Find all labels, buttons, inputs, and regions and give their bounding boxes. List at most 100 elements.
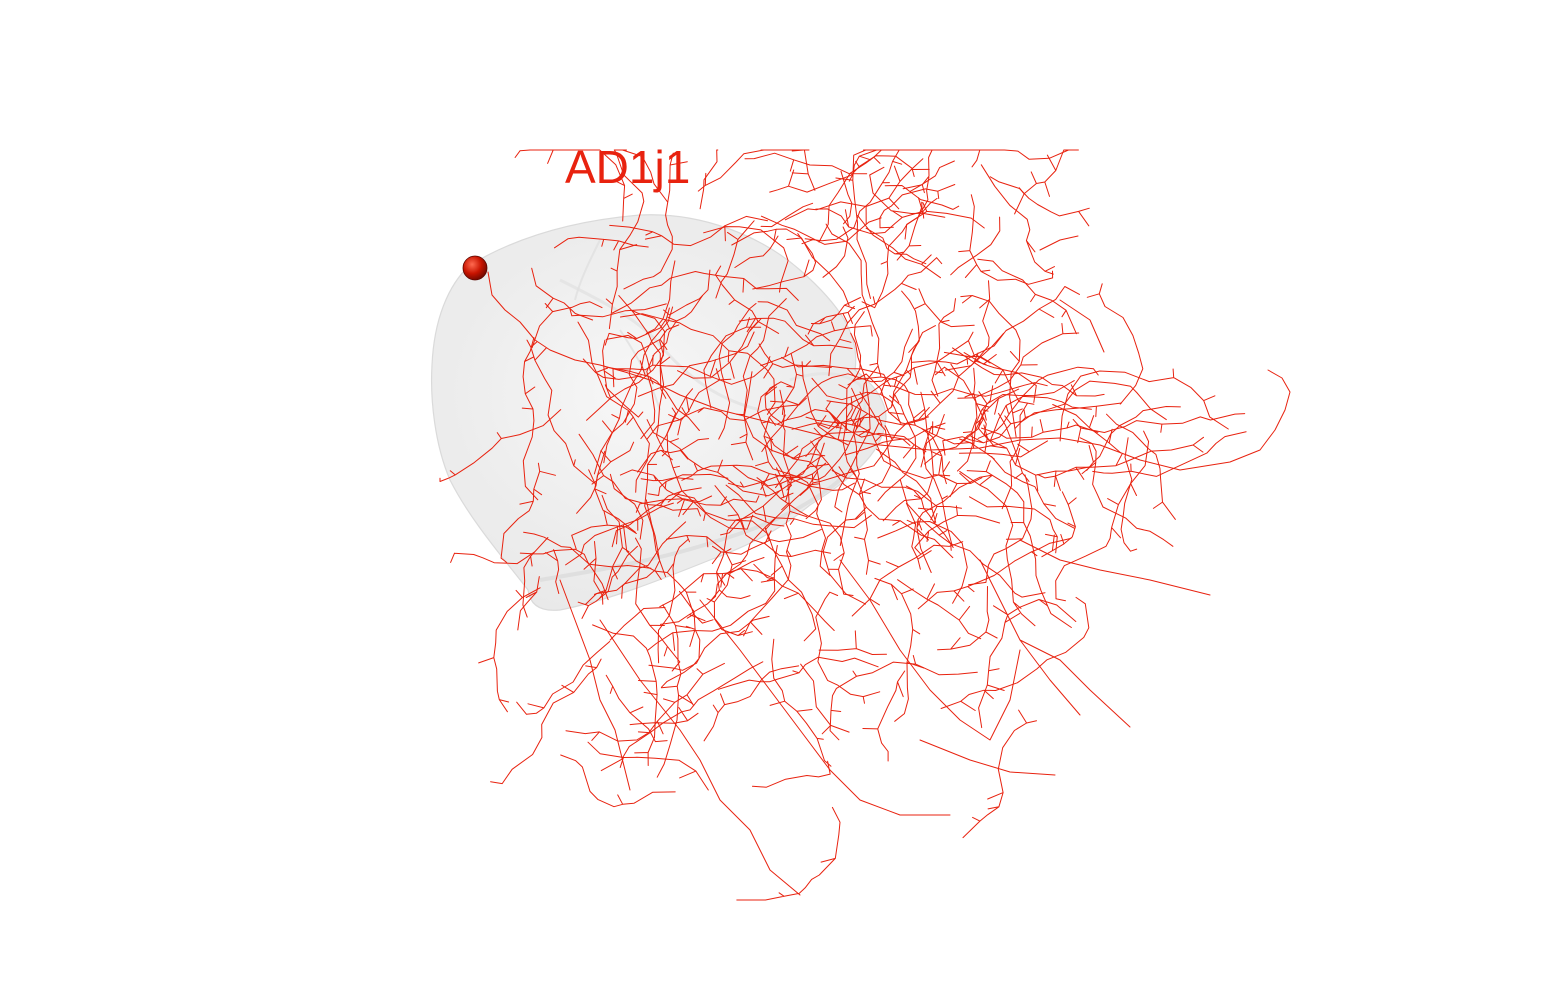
arbor-branch xyxy=(583,541,604,605)
arbor-branch xyxy=(560,754,676,808)
arbor-branch xyxy=(784,158,930,225)
arbor-branch xyxy=(526,339,595,483)
arbor-branch xyxy=(647,473,729,496)
arbor-branch xyxy=(989,176,1090,227)
arbor-branch xyxy=(980,164,1055,275)
arbor-branch xyxy=(609,607,666,641)
arbor-branch xyxy=(677,318,762,379)
arbor-branch xyxy=(834,332,871,513)
arbor-branch xyxy=(818,630,887,655)
arbor-branch xyxy=(1120,437,1138,552)
arbor-branch xyxy=(611,271,799,314)
arbor-branch xyxy=(582,358,642,380)
arbor-branch xyxy=(1092,431,1247,477)
arbor-branch xyxy=(605,334,651,373)
arbor-branch xyxy=(839,413,869,546)
arbor-branch xyxy=(756,439,820,498)
arbor-branch xyxy=(666,535,753,636)
arbor-branch xyxy=(450,551,536,565)
arbor-branch xyxy=(620,313,776,415)
arbor-branch xyxy=(950,216,1001,276)
arbor-branch xyxy=(931,298,956,397)
arbor-branch-long xyxy=(839,559,1021,741)
arbor-branch xyxy=(1072,413,1246,444)
arbor-branch-long xyxy=(699,599,951,816)
arbor-branch xyxy=(1041,491,1077,558)
arbor-branches xyxy=(439,149,1247,901)
arbor-branch xyxy=(914,505,1001,555)
arbor-branch xyxy=(991,456,1075,529)
arbor-branch xyxy=(963,352,1037,403)
arbor-branch xyxy=(943,351,1035,405)
arbor-branch xyxy=(697,149,793,192)
arbor-branch xyxy=(896,197,922,261)
arbor-branch xyxy=(835,149,892,299)
arbor-branch xyxy=(648,615,770,671)
arbor-branch xyxy=(640,477,694,482)
arbor-branch xyxy=(826,332,1005,426)
arbor-branch xyxy=(715,265,780,334)
arbor-branch xyxy=(647,545,778,651)
neuron-label: AD1j1 xyxy=(565,141,691,193)
arbor-branch xyxy=(769,155,915,193)
arbor-branch xyxy=(725,484,872,531)
arbor-branch xyxy=(587,741,709,791)
arbor-branch xyxy=(478,587,541,713)
arbor-branch xyxy=(731,228,850,306)
arbor-branch xyxy=(968,474,1033,586)
arbor-branch xyxy=(884,185,960,210)
arbor-branch xyxy=(714,485,832,557)
arbor-branch xyxy=(861,176,930,309)
arbor-branch xyxy=(660,590,701,688)
arbor-branch xyxy=(937,586,998,651)
arbor-branch xyxy=(644,407,677,577)
arbor-branch xyxy=(715,220,755,299)
arbor-branch xyxy=(611,487,702,548)
arbor-branch xyxy=(785,328,913,421)
arbor-branch-long xyxy=(919,739,1056,776)
arbor-branch xyxy=(586,309,665,421)
arbor-branch xyxy=(822,226,849,278)
arbor-branch xyxy=(554,236,649,251)
arbor-branch xyxy=(602,339,644,418)
arbor-branch xyxy=(635,495,713,513)
arbor-branch xyxy=(848,149,981,182)
primary-neurite xyxy=(487,271,1291,471)
arbor-branch xyxy=(743,371,826,459)
arbor-branch xyxy=(978,599,1077,729)
arbor-branch xyxy=(877,395,917,502)
arbor-branch xyxy=(758,343,832,379)
arbor-branch xyxy=(862,670,906,762)
arbor-branch xyxy=(998,412,1030,482)
arbor-branch-long xyxy=(979,559,1081,716)
arbor-branch xyxy=(605,366,700,431)
arbor-branch xyxy=(1014,149,1079,215)
arbor-branch xyxy=(730,298,787,461)
arbor-branch xyxy=(962,709,1037,839)
arbor-branch xyxy=(876,448,937,523)
arbor-branch xyxy=(914,288,975,328)
arbor-branch xyxy=(592,624,658,766)
arbor-branch xyxy=(905,502,932,570)
arbor-branch xyxy=(760,202,814,228)
arbor-branch xyxy=(646,397,807,440)
arbor-branch xyxy=(916,474,992,573)
arbor-branch xyxy=(959,470,1036,627)
arbor-branch-long xyxy=(559,579,631,791)
arbor-branch xyxy=(952,347,1105,397)
arbor-branch xyxy=(521,337,539,501)
arbor-branch xyxy=(909,160,955,192)
arbor-branch xyxy=(800,663,850,735)
arbor-branch xyxy=(869,166,946,218)
arbor-branch xyxy=(720,462,827,536)
arbor-branch-long xyxy=(1039,235,1079,251)
arbor-branch xyxy=(594,494,630,599)
arbor-branch xyxy=(865,227,927,265)
arbor-branch xyxy=(600,661,764,772)
arbor-branch xyxy=(828,257,943,377)
arbor-branch xyxy=(578,433,701,517)
arbor-branch xyxy=(791,149,816,191)
arbor-branch xyxy=(815,197,938,235)
arbor-branch xyxy=(958,194,1054,285)
arbor-branch xyxy=(711,528,822,565)
